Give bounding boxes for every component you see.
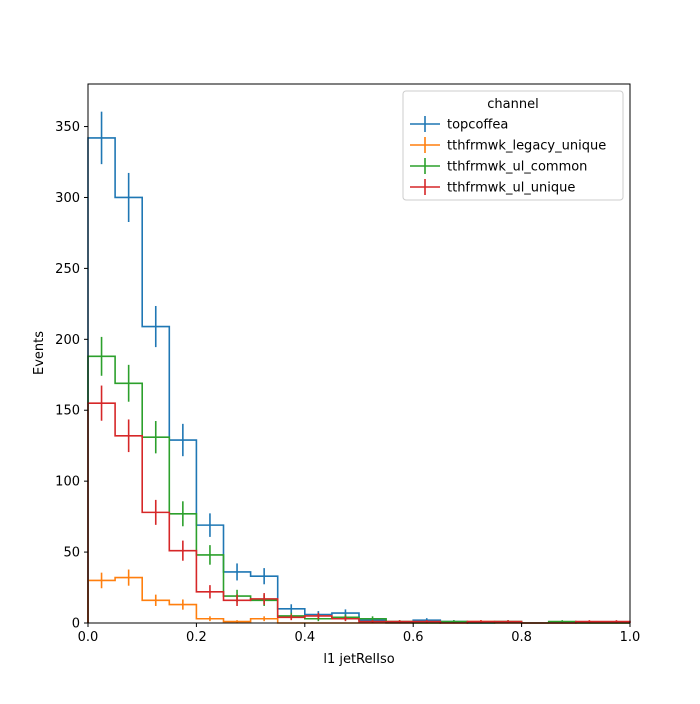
y-tick-label: 350 — [55, 120, 80, 135]
y-tick-label: 250 — [55, 262, 80, 277]
legend: channel topcoffeatthfrmwk_legacy_uniquet… — [402, 90, 624, 201]
x-axis-ticks: 0.0 0.2 0.4 0.6 0.8 1.0 — [78, 623, 641, 645]
x-tick-label: 1.0 — [620, 630, 641, 645]
legend-entry-tthfrmwk_ul_common: tthfrmwk_ul_common — [410, 158, 587, 175]
legend-label: topcoffea — [447, 118, 508, 133]
x-tick-label: 0.8 — [511, 630, 532, 645]
y-tick-label: 150 — [55, 404, 80, 419]
legend-title: channel — [487, 97, 538, 112]
legend-entries: topcoffea tthfrmwk_legacy_unique tthfrmwk_… — [410, 116, 606, 196]
x-axis-label: l1 jetRelIso — [323, 652, 394, 667]
y-tick-label: 50 — [63, 546, 80, 561]
plot-frame — [87, 83, 631, 624]
x-tick-label: 0.2 — [186, 630, 207, 645]
y-axis-label: Events — [32, 331, 47, 375]
legend-label: tthfrmwk_legacy_unique — [447, 139, 606, 154]
x-tick-label: 0.0 — [78, 630, 99, 645]
legend-label: tthfrmwk_ul_unique — [447, 181, 575, 196]
legend-box — [402, 90, 624, 201]
y-tick-label: 100 — [55, 475, 80, 490]
legend-label: tthfrmwk_ul_common — [447, 160, 587, 175]
y-tick-label: 0 — [72, 617, 80, 632]
y-tick-label: 300 — [55, 191, 80, 206]
x-tick-label: 0.6 — [403, 630, 424, 645]
legend-entry-tthfrmwk_ul_unique: tthfrmwk_ul_unique — [410, 179, 575, 196]
y-tick-label: 200 — [55, 333, 80, 348]
x-tick-label: 0.4 — [294, 630, 315, 645]
legend-entry-topcoffea: topcoffea — [410, 116, 508, 133]
y-axis-ticks: 0 50 100 150 200 250 300 350 — [55, 120, 88, 632]
legend-entry-tthfrmwk_legacy_unique: tthfrmwk_legacy_unique — [410, 137, 606, 154]
